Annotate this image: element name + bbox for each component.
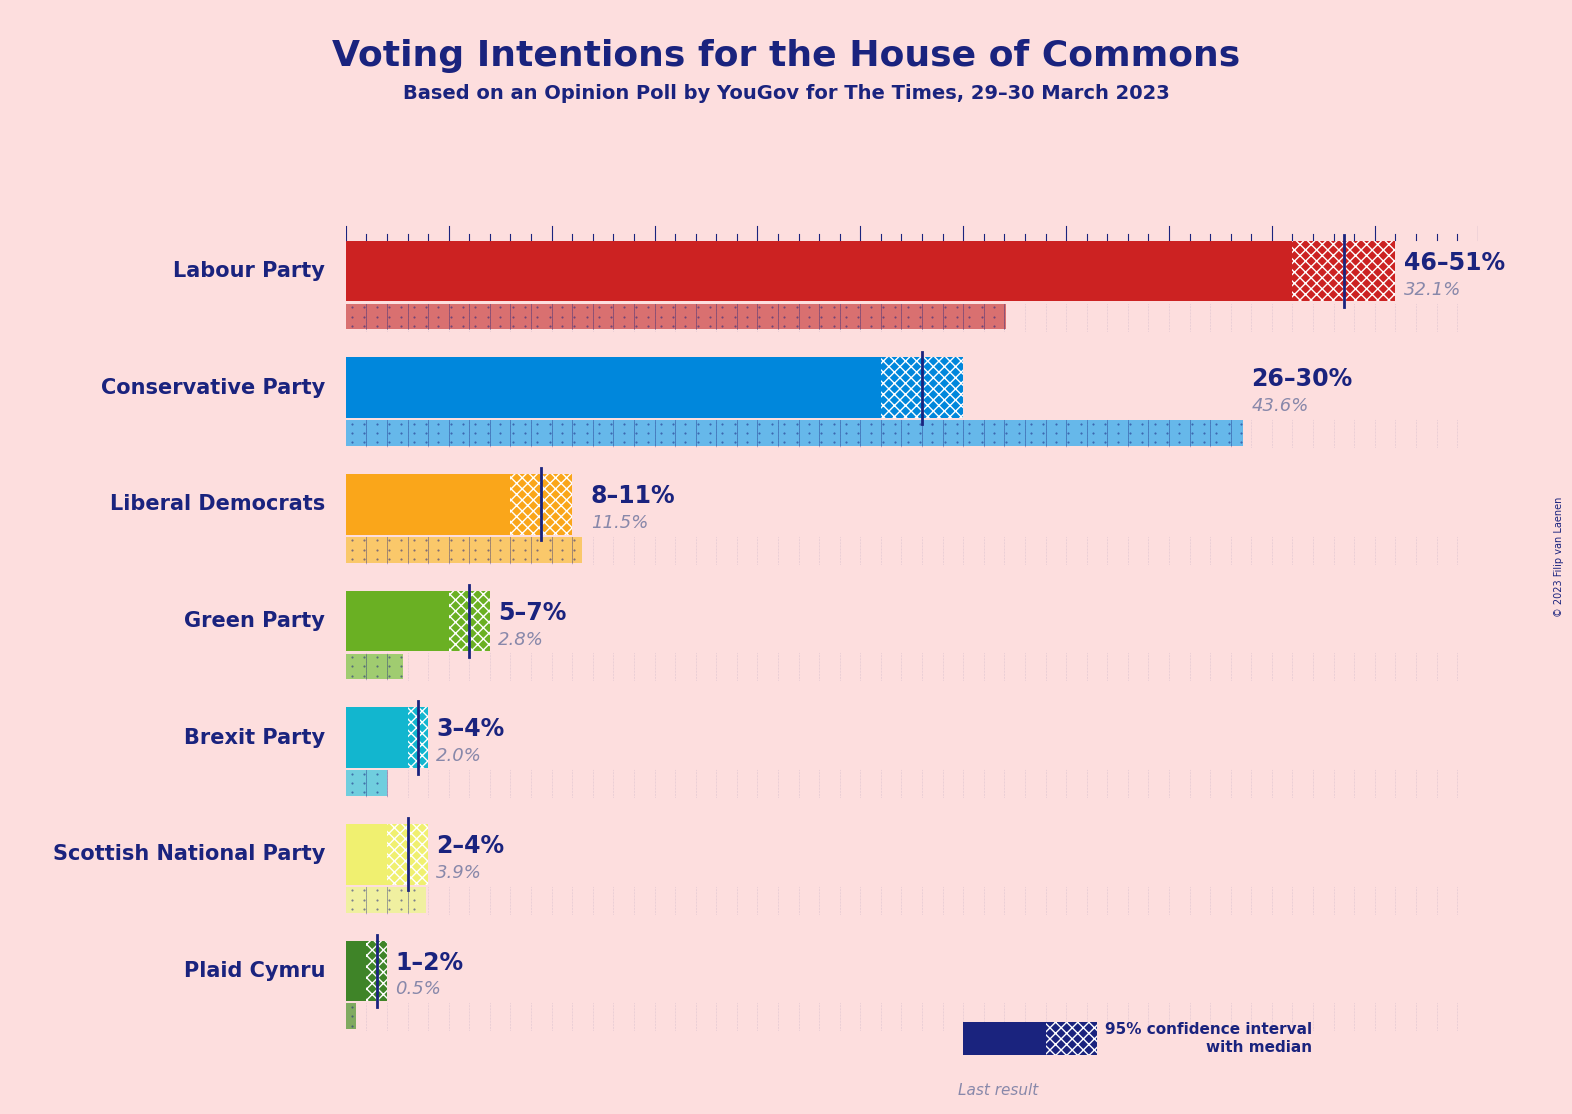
Bar [880,358,964,418]
Text: 2–4%: 2–4% [437,834,505,858]
Text: Plaid Cymru: Plaid Cymru [184,960,325,980]
Text: 46–51%: 46–51% [1404,251,1504,275]
Bar [346,590,448,652]
Bar [407,707,428,768]
Text: 95% confidence interval
with median: 95% confidence interval with median [1105,1023,1313,1055]
Text: 43.6%: 43.6% [1251,398,1308,416]
Text: 1–2%: 1–2% [395,950,464,975]
Bar [346,1004,357,1029]
Text: Based on an Opinion Poll by YouGov for The Times, 29–30 March 2023: Based on an Opinion Poll by YouGov for T… [402,84,1170,102]
Text: 11.5%: 11.5% [591,514,648,532]
Text: © 2023 Filip van Laenen: © 2023 Filip van Laenen [1555,497,1564,617]
Text: 32.1%: 32.1% [1404,281,1460,299]
Text: Brexit Party: Brexit Party [184,727,325,747]
Bar [346,770,387,795]
Bar [346,304,1006,330]
Bar [346,358,880,418]
Text: 2.0%: 2.0% [437,747,483,765]
Text: Liberal Democrats: Liberal Democrats [110,495,325,515]
Bar [346,537,583,563]
Bar [346,824,387,885]
Bar [1292,241,1396,302]
Text: 3.9%: 3.9% [437,863,483,882]
Bar [346,241,1292,302]
Bar [346,887,426,912]
Bar [964,1023,1045,1055]
Bar [366,940,387,1001]
Text: 8–11%: 8–11% [591,485,676,508]
Bar [448,590,490,652]
Text: 5–7%: 5–7% [498,600,566,625]
Bar [346,473,511,535]
Text: 2.8%: 2.8% [498,631,544,648]
Bar [387,824,428,885]
Text: Conservative Party: Conservative Party [101,378,325,398]
Bar [346,940,366,1001]
Text: Green Party: Green Party [184,610,325,631]
Bar [1045,1023,1097,1055]
Text: 3–4%: 3–4% [437,717,505,742]
Text: Scottish National Party: Scottish National Party [53,844,325,864]
Bar [346,707,407,768]
Text: 26–30%: 26–30% [1251,368,1352,391]
Text: Labour Party: Labour Party [173,261,325,281]
Bar [511,473,572,535]
Bar [346,654,404,680]
Text: Voting Intentions for the House of Commons: Voting Intentions for the House of Commo… [332,39,1240,74]
Text: 0.5%: 0.5% [395,980,442,998]
Bar [346,420,1243,446]
Bar [964,1059,1033,1077]
Text: Last result: Last result [957,1083,1039,1097]
